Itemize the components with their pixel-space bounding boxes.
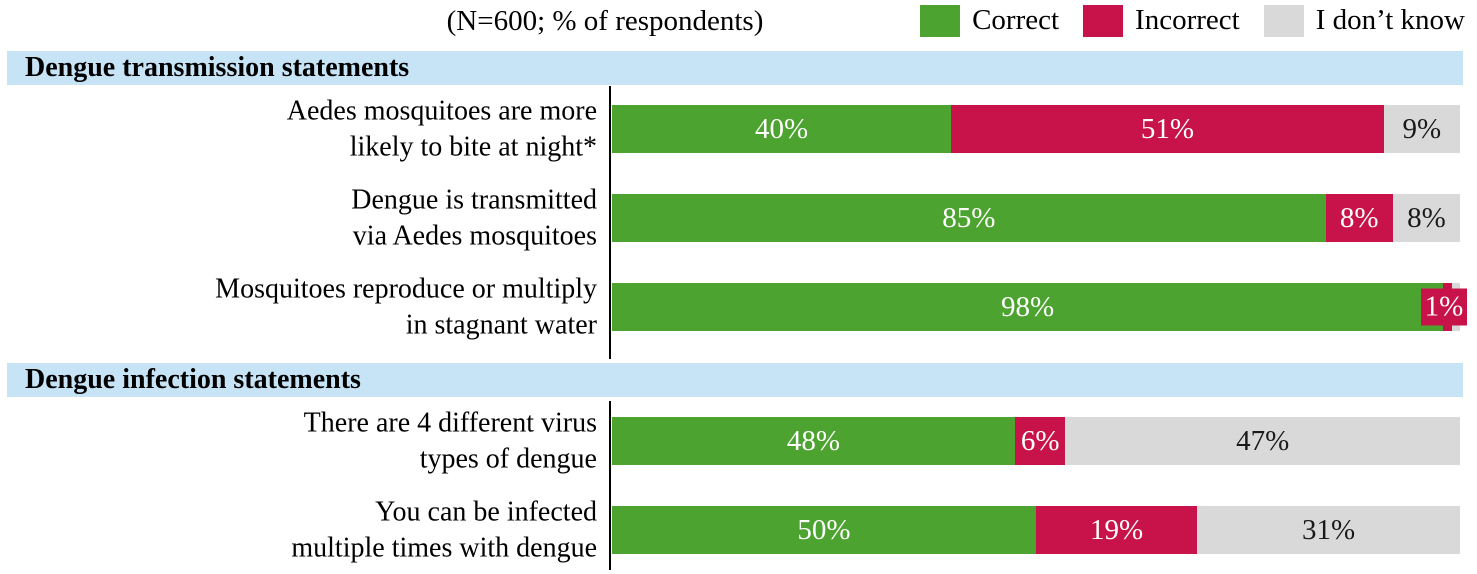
- row-label: Dengue is transmitted via Aedes mosquitoe…: [0, 182, 597, 255]
- legend: Correct Incorrect I don’t know: [920, 4, 1465, 37]
- legend-item-dont-know: I don’t know: [1263, 4, 1465, 37]
- bar-segment-label: 47%: [1236, 424, 1290, 457]
- bar-segment-label: 31%: [1301, 513, 1356, 546]
- row-label-line: Mosquitoes reproduce or multiply: [215, 273, 597, 305]
- section-header: Dengue infection statements: [7, 363, 1463, 397]
- bar-callout-label: 1%: [1421, 288, 1467, 326]
- bar-segment-label: 8%: [1407, 201, 1446, 234]
- row-label-line: in stagnant water: [405, 309, 597, 341]
- chart-body: Dengue transmission statements Aedes mosq…: [0, 51, 1477, 574]
- bar-segment-dont-know: 8%: [1392, 194, 1460, 242]
- row-label: You can be infected multiple times with d…: [0, 494, 597, 567]
- bar-row: Mosquitoes reproduce or multiply in stagn…: [0, 263, 1477, 352]
- bar-segment-correct: 48%: [612, 417, 1016, 465]
- row-label-line: Dengue is transmitted: [351, 184, 597, 216]
- row-label-line: Aedes mosquitoes are more: [286, 95, 597, 127]
- section: Dengue infection statements There are 4 d…: [0, 363, 1477, 574]
- bar-row: Dengue is transmitted via Aedes mosquitoe…: [0, 174, 1477, 263]
- legend-swatch-correct-icon: [920, 4, 961, 37]
- bar-segment-label: 6%: [1020, 424, 1060, 457]
- legend-swatch-dont-know-icon: [1263, 4, 1304, 37]
- bar-segment-correct: 85%: [612, 194, 1326, 242]
- bar-segment-correct: 98%: [612, 283, 1444, 331]
- bar-segment-label: 50%: [797, 513, 851, 546]
- bar-segment-label: 9%: [1402, 112, 1442, 145]
- bar-segment-incorrect: 19%: [1036, 506, 1198, 554]
- section-header-label: Dengue infection statements: [25, 364, 361, 395]
- legend-label-dont-know: I don’t know: [1315, 4, 1465, 36]
- bar-segment-incorrect: 8%: [1325, 194, 1393, 242]
- axis-line: [609, 86, 611, 359]
- row-label: Mosquitoes reproduce or multiply in stagn…: [0, 271, 597, 344]
- stacked-bar: 40% 51% 9%: [612, 105, 1460, 153]
- bar-row: You can be infected multiple times with d…: [0, 486, 1477, 574]
- legend-item-correct: Correct: [920, 4, 1059, 37]
- bar-segment-incorrect: 51%: [951, 105, 1384, 153]
- bar-row: Aedes mosquitoes are more likely to bite …: [0, 85, 1477, 174]
- legend-label-incorrect: Incorrect: [1135, 4, 1240, 36]
- stacked-bar: 85% 8% 8%: [612, 194, 1460, 242]
- axis-line: [609, 401, 611, 570]
- chart-title: (N=600; % of respondents): [446, 5, 764, 37]
- bar-segment-label: 85%: [942, 201, 996, 234]
- bar-segment-correct: 40%: [612, 105, 952, 153]
- row-label: There are 4 different virus types of deng…: [0, 405, 597, 478]
- bar-segment-label: 40%: [755, 112, 809, 145]
- bar-segment-incorrect: 6%: [1015, 417, 1066, 465]
- row-label: Aedes mosquitoes are more likely to bite …: [0, 93, 597, 166]
- row-label-line: You can be infected: [375, 496, 597, 528]
- row-label-line: via Aedes mosquitoes: [352, 220, 597, 252]
- bar-segment-label: 8%: [1339, 201, 1379, 234]
- bar-row: There are 4 different virus types of deng…: [0, 397, 1477, 486]
- stacked-bar: 48% 6% 47%: [612, 417, 1460, 465]
- row-label-line: types of dengue: [419, 443, 597, 475]
- section: Dengue transmission statements Aedes mosq…: [0, 51, 1477, 352]
- bar-segment-dont-know: 9%: [1383, 105, 1460, 153]
- bar-segment-label: 51%: [1140, 112, 1195, 145]
- bar-segment-label: 48%: [786, 424, 841, 457]
- row-label-line: multiple times with dengue: [291, 532, 597, 564]
- bar-segment-dont-know: 31%: [1197, 506, 1460, 554]
- bar-segment-dont-know: 47%: [1065, 417, 1460, 465]
- legend-swatch-incorrect-icon: [1083, 4, 1124, 37]
- legend-label-correct: Correct: [972, 4, 1060, 36]
- bar-segment-label: 19%: [1089, 513, 1144, 546]
- bar-segment-correct: 50%: [612, 506, 1036, 554]
- legend-item-incorrect: Incorrect: [1083, 4, 1240, 37]
- section-header-label: Dengue transmission statements: [25, 52, 410, 83]
- stacked-bar: 50% 19% 31%: [612, 506, 1460, 554]
- row-label-line: There are 4 different virus: [303, 407, 597, 439]
- section-header: Dengue transmission statements: [7, 51, 1463, 85]
- stacked-bar: 98% 1%: [612, 283, 1467, 331]
- bar-segment-label: 98%: [1000, 290, 1055, 323]
- row-label-line: likely to bite at night*: [349, 131, 597, 163]
